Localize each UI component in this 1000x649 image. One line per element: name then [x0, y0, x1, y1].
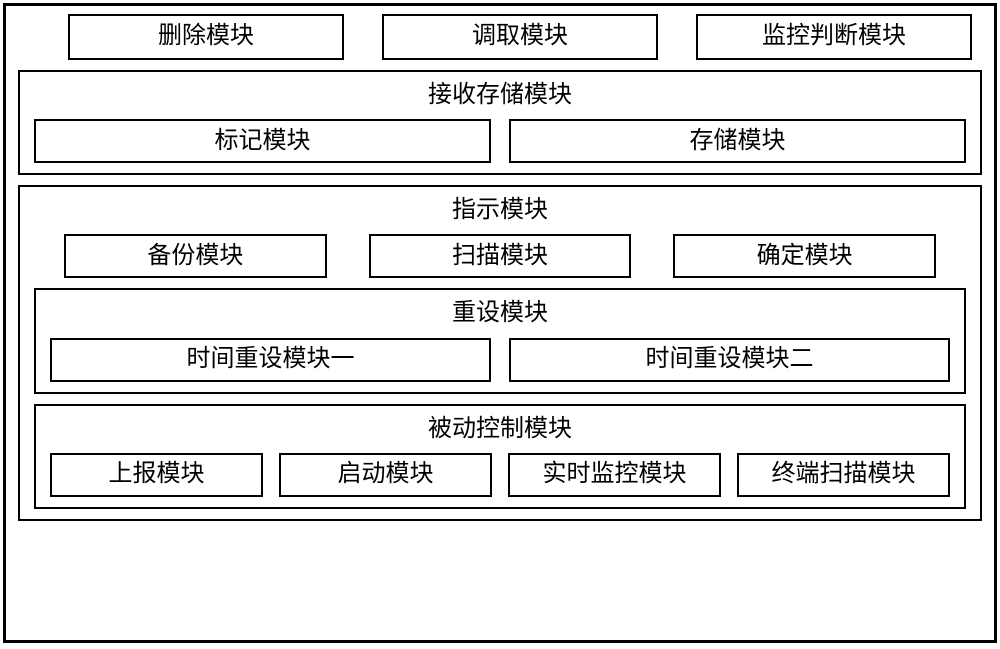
time-reset-1-label: 时间重设模块一 [187, 344, 355, 375]
indicator-container: 指示模块 备份模块 扫描模块 确定模块 重设模块 时间重设模块一 时间重设模块二 [18, 185, 982, 521]
time-reset-2-box: 时间重设模块二 [509, 338, 950, 382]
realtime-monitor-module-box: 实时监控模块 [508, 453, 721, 497]
time-reset-2-label: 时间重设模块二 [646, 344, 814, 375]
scan-module-box: 扫描模块 [369, 234, 632, 278]
time-reset-1-box: 时间重设模块一 [50, 338, 491, 382]
terminal-scan-module-box: 终端扫描模块 [737, 453, 950, 497]
start-module-label: 启动模块 [338, 459, 434, 490]
mark-module-box: 标记模块 [34, 119, 491, 163]
confirm-module-box: 确定模块 [673, 234, 936, 278]
diagram-outer-frame: 删除模块 调取模块 监控判断模块 接收存储模块 标记模块 存储模块 指示模块 备… [3, 3, 997, 643]
retrieve-module-box: 调取模块 [382, 14, 658, 60]
start-module-box: 启动模块 [279, 453, 492, 497]
receive-storage-container: 接收存储模块 标记模块 存储模块 [18, 70, 982, 175]
indicator-title: 指示模块 [34, 195, 966, 226]
receive-storage-children: 标记模块 存储模块 [34, 119, 966, 163]
report-module-box: 上报模块 [50, 453, 263, 497]
mark-module-label: 标记模块 [215, 126, 311, 157]
delete-module-box: 删除模块 [68, 14, 344, 60]
indicator-row: 备份模块 扫描模块 确定模块 [34, 234, 966, 278]
backup-module-box: 备份模块 [64, 234, 327, 278]
reset-container: 重设模块 时间重设模块一 时间重设模块二 [34, 288, 966, 393]
storage-module-label: 存储模块 [690, 126, 786, 157]
confirm-module-label: 确定模块 [757, 241, 853, 272]
passive-control-title: 被动控制模块 [50, 414, 950, 445]
delete-module-label: 删除模块 [158, 21, 254, 52]
passive-control-container: 被动控制模块 上报模块 启动模块 实时监控模块 终端扫描模块 [34, 404, 966, 509]
reset-children: 时间重设模块一 时间重设模块二 [50, 338, 950, 382]
realtime-monitor-module-label: 实时监控模块 [543, 459, 687, 490]
reset-title: 重设模块 [50, 298, 950, 329]
terminal-scan-module-label: 终端扫描模块 [772, 459, 916, 490]
monitor-judge-module-box: 监控判断模块 [696, 14, 972, 60]
monitor-judge-module-label: 监控判断模块 [762, 21, 906, 52]
top-module-row: 删除模块 调取模块 监控判断模块 [18, 14, 982, 60]
retrieve-module-label: 调取模块 [472, 21, 568, 52]
passive-children: 上报模块 启动模块 实时监控模块 终端扫描模块 [50, 453, 950, 497]
backup-module-label: 备份模块 [147, 241, 243, 272]
report-module-label: 上报模块 [109, 459, 205, 490]
receive-storage-title: 接收存储模块 [34, 80, 966, 111]
scan-module-label: 扫描模块 [452, 241, 548, 272]
storage-module-box: 存储模块 [509, 119, 966, 163]
